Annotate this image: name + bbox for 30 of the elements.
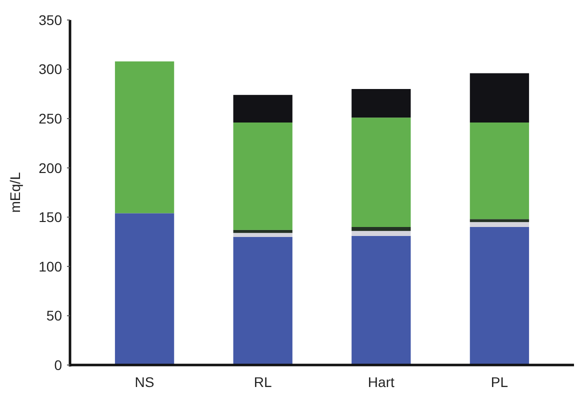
x-tick-label: RL (254, 374, 272, 390)
y-axis-title: mEq/L (7, 172, 23, 213)
y-tick-label: 0 (54, 356, 62, 373)
y-tick-label: 150 (38, 209, 62, 226)
bar (352, 227, 411, 231)
y-tick-label: 350 (38, 12, 62, 28)
x-tick-label: PL (490, 374, 508, 390)
y-tick-label: 50 (46, 308, 62, 324)
bar (233, 230, 292, 233)
bar (470, 219, 530, 222)
x-tick-label: NS (134, 374, 154, 390)
bar (233, 236, 292, 365)
y-tick-label: 200 (38, 160, 62, 176)
bar (114, 61, 174, 214)
y-tick-label: 250 (38, 110, 62, 126)
bar (352, 230, 411, 236)
bar (470, 122, 530, 220)
bar (470, 227, 530, 365)
bar (470, 222, 530, 227)
bar (233, 122, 292, 230)
bar (352, 236, 411, 365)
bar (114, 213, 174, 365)
bar (233, 94, 292, 123)
x-tick-label: Hart (368, 374, 394, 390)
y-tick-label: 300 (38, 61, 62, 78)
y-tick-label: 100 (38, 258, 62, 274)
bar (352, 118, 411, 227)
bar (233, 232, 292, 237)
bar (352, 89, 411, 118)
bar (470, 73, 530, 123)
